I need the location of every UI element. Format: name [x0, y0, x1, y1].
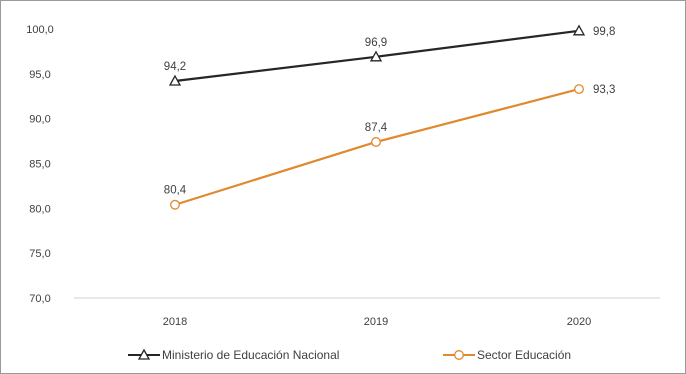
- legend-label: Ministerio de Educación Nacional: [162, 348, 339, 362]
- legend-marker: [137, 348, 151, 360]
- data-point-marker: [371, 137, 381, 147]
- data-label: 80,4: [164, 185, 187, 197]
- y-tick-label: 95,0: [29, 69, 50, 81]
- data-point-marker: [369, 50, 383, 62]
- legend-label: Sector Educación: [477, 348, 571, 362]
- data-label: 87,4: [365, 122, 388, 134]
- data-label: 99,8: [593, 26, 615, 38]
- data-point-marker: [168, 74, 182, 86]
- data-point-marker: [574, 84, 584, 95]
- legend-marker: [454, 350, 464, 360]
- y-axis-ticks: 70,0 75,0 80,0 85,0 90,0 95,0 100,0: [26, 24, 54, 305]
- data-label: 94,2: [164, 61, 186, 73]
- y-tick-label: 85,0: [29, 159, 50, 171]
- data-label: 96,9: [365, 37, 387, 49]
- x-tick-label: 2020: [567, 316, 591, 328]
- series-group: 94,2 96,9 99,8 80,4 87,4 93,3: [164, 24, 615, 210]
- data-point-marker: [170, 199, 180, 210]
- data-point-marker: [572, 24, 586, 36]
- data-label: 93,3: [593, 84, 615, 96]
- x-axis-ticks: 2018 2019 2020: [163, 316, 591, 328]
- legend: Ministerio de Educación Nacional Sector E…: [128, 348, 571, 362]
- y-tick-label: 80,0: [29, 203, 50, 215]
- y-tick-label: 90,0: [29, 114, 50, 126]
- series-line: [174, 88, 580, 206]
- y-tick-label: 100,0: [26, 24, 54, 36]
- y-tick-label: 75,0: [29, 248, 50, 260]
- x-tick-label: 2018: [163, 316, 187, 328]
- x-tick-label: 2019: [364, 316, 388, 328]
- y-tick-label: 70,0: [29, 293, 50, 305]
